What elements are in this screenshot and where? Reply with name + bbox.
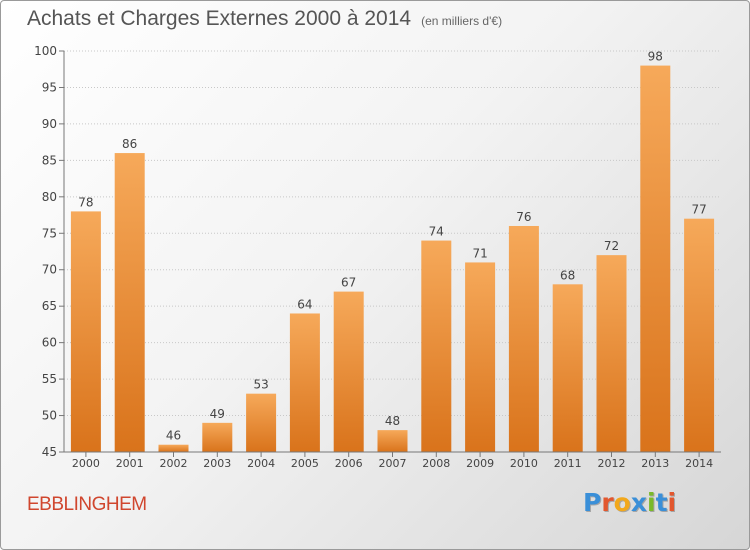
- x-tick-label: 2007: [379, 457, 407, 470]
- bar: [684, 218, 715, 452]
- chart-subtitle: (en milliers d'€): [421, 14, 503, 28]
- bar: [114, 153, 145, 452]
- logo-letter: P: [583, 488, 602, 517]
- logo-letter: r: [601, 488, 614, 517]
- x-tick-label: 2002: [160, 457, 188, 470]
- bar: [552, 284, 583, 452]
- y-tick-label: 90: [42, 117, 57, 131]
- bar: [421, 240, 452, 452]
- bar-value-label: 49: [210, 407, 225, 421]
- bar: [465, 262, 496, 452]
- bar: [508, 225, 539, 452]
- bar: [377, 430, 408, 452]
- x-tick-label: 2006: [335, 457, 363, 470]
- x-tick-label: 2000: [72, 457, 100, 470]
- bar-value-label: 68: [560, 268, 575, 282]
- chart-title: Achats et Charges Externes 2000 à 2014 (e…: [27, 7, 502, 31]
- x-tick-label: 2010: [510, 457, 538, 470]
- bar: [158, 444, 189, 452]
- y-tick-label: 70: [42, 263, 57, 277]
- y-tick-label: 100: [34, 44, 57, 58]
- bar-value-label: 48: [385, 414, 400, 428]
- bar-value-label: 64: [297, 297, 312, 311]
- title-text: Achats et Charges Externes 2000 à 2014: [27, 7, 412, 30]
- y-tick-label: 45: [42, 445, 57, 459]
- y-tick-label: 75: [42, 226, 57, 240]
- y-tick-label: 80: [42, 190, 57, 204]
- bar: [289, 313, 320, 452]
- bar-value-label: 53: [253, 378, 268, 392]
- bar: [596, 255, 627, 452]
- y-tick-label: 60: [42, 336, 57, 350]
- bar: [333, 291, 364, 452]
- x-tick-label: 2012: [598, 457, 626, 470]
- bar-value-label: 76: [516, 210, 531, 224]
- y-tick-label: 95: [42, 80, 57, 94]
- x-tick-label: 2011: [554, 457, 582, 470]
- y-tick-label: 55: [42, 372, 57, 386]
- x-tick-label: 2013: [641, 457, 669, 470]
- bar-value-label: 78: [78, 195, 93, 209]
- bar-value-label: 46: [166, 429, 181, 443]
- bar-value-label: 77: [691, 203, 706, 217]
- y-tick-label: 65: [42, 299, 57, 313]
- bar-value-label: 98: [648, 50, 663, 64]
- proxiti-logo: Proxiti: [583, 488, 676, 517]
- axis-layer: 45 50 55 60 65 70 75 80 85 90 95 100 2000 2001 2002 200…: [34, 44, 721, 470]
- bar-value-label: 72: [604, 239, 619, 253]
- logo-letter: i: [647, 488, 656, 517]
- x-tick-label: 2001: [116, 457, 144, 470]
- bar: [202, 422, 233, 452]
- bar: [246, 393, 277, 452]
- x-tick-label: 2008: [422, 457, 450, 470]
- bar-value-label: 71: [472, 246, 487, 260]
- x-tick-label: 2009: [466, 457, 494, 470]
- bar-value-label: 86: [122, 137, 137, 151]
- bar: [70, 211, 101, 452]
- y-tick-label: 85: [42, 153, 57, 167]
- x-tick-label: 2005: [291, 457, 319, 470]
- logo-letter: o: [613, 488, 631, 517]
- bars-layer: 78 86 46 49 53 64 67 48 74 71 76 68 72 98 77: [70, 50, 715, 452]
- bar-value-label: 67: [341, 276, 356, 290]
- x-tick-label: 2003: [203, 457, 231, 470]
- y-tick-label: 50: [42, 409, 57, 423]
- x-tick-label: 2004: [247, 457, 275, 470]
- x-tick-label: 2014: [685, 457, 713, 470]
- logo-letter: t: [655, 488, 668, 517]
- bar-value-label: 74: [429, 225, 444, 239]
- logo-letter: x: [630, 488, 647, 517]
- commune-name: EBBLINGHEM: [27, 494, 147, 515]
- bar: [640, 65, 671, 452]
- logo-letter: i: [667, 488, 677, 517]
